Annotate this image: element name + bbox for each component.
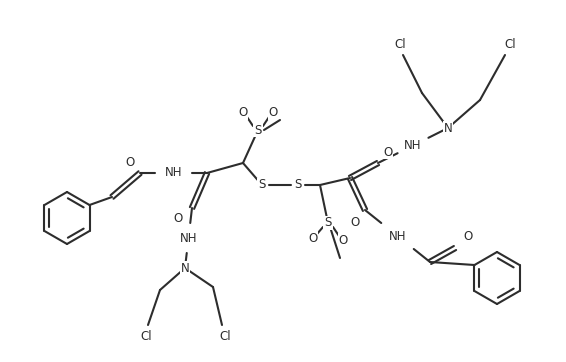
Text: S: S — [254, 123, 261, 136]
Text: NH: NH — [180, 232, 197, 244]
Text: O: O — [383, 146, 393, 159]
Text: N: N — [181, 261, 190, 274]
Text: Cl: Cl — [219, 331, 231, 344]
Text: N: N — [444, 122, 452, 135]
Text: O: O — [338, 233, 348, 247]
Text: Cl: Cl — [140, 331, 152, 344]
Text: S: S — [258, 178, 265, 191]
Text: NH: NH — [165, 167, 182, 180]
Text: S: S — [294, 178, 302, 191]
Text: O: O — [173, 211, 183, 224]
Text: NH: NH — [389, 230, 406, 243]
Text: Cl: Cl — [504, 38, 516, 51]
Text: O: O — [464, 231, 473, 244]
Text: O: O — [268, 106, 278, 119]
Text: NH: NH — [404, 139, 422, 152]
Text: O: O — [350, 215, 359, 228]
Text: O: O — [126, 156, 135, 169]
Text: Cl: Cl — [394, 38, 406, 51]
Text: O: O — [308, 232, 318, 244]
Text: O: O — [238, 106, 248, 119]
Text: S: S — [324, 216, 332, 230]
